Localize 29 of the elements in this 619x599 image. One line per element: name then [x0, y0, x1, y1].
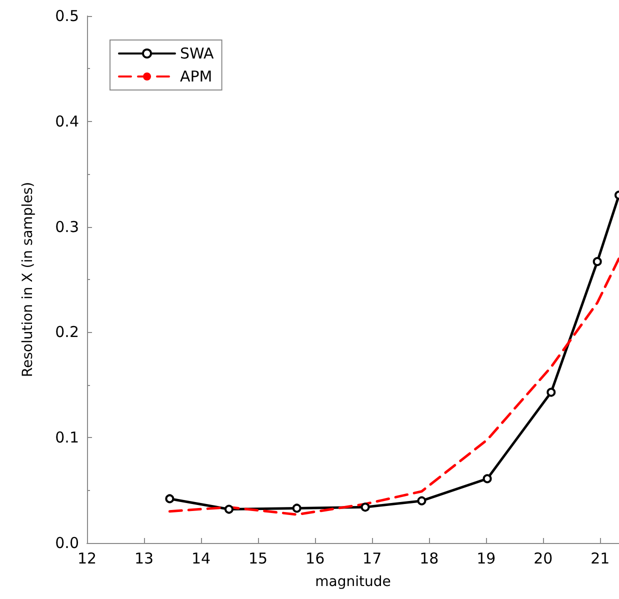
- point: [482, 474, 492, 484]
- point: [546, 388, 556, 397]
- point: [417, 496, 426, 506]
- x-tick-label: 15: [248, 550, 268, 568]
- point: [165, 494, 174, 504]
- x-tick-label: 16: [306, 550, 325, 568]
- x-tick-label: 14: [191, 550, 211, 568]
- x-tick-label: 17: [362, 550, 382, 568]
- y-tick-label: 0.2: [55, 323, 79, 342]
- x-axis-title: magnitude: [315, 574, 391, 590]
- x-tick-label: 13: [134, 550, 154, 568]
- y-tick-label: 0.5: [55, 7, 79, 25]
- y-tick-label: 0.4: [55, 112, 79, 130]
- y-tick-label: 0.3: [55, 218, 79, 236]
- y-tick-label: 0.0: [55, 534, 79, 552]
- legend-label: SWA: [180, 44, 215, 62]
- y-axis-title: Resolution in X (in samples): [20, 182, 36, 378]
- point: [592, 257, 602, 266]
- y-tick-label: 0.1: [55, 428, 79, 447]
- line-series: [168, 257, 619, 516]
- point: [360, 502, 370, 512]
- x-tick-label: 19: [476, 550, 496, 568]
- point: [224, 504, 234, 514]
- legend-label: APM: [180, 68, 212, 86]
- x-tick-label: 12: [77, 550, 97, 568]
- x-tick-label: 18: [420, 550, 439, 568]
- x-tick-label: 21: [590, 550, 610, 568]
- x-tick-label: 20: [534, 550, 553, 568]
- point: [292, 504, 302, 513]
